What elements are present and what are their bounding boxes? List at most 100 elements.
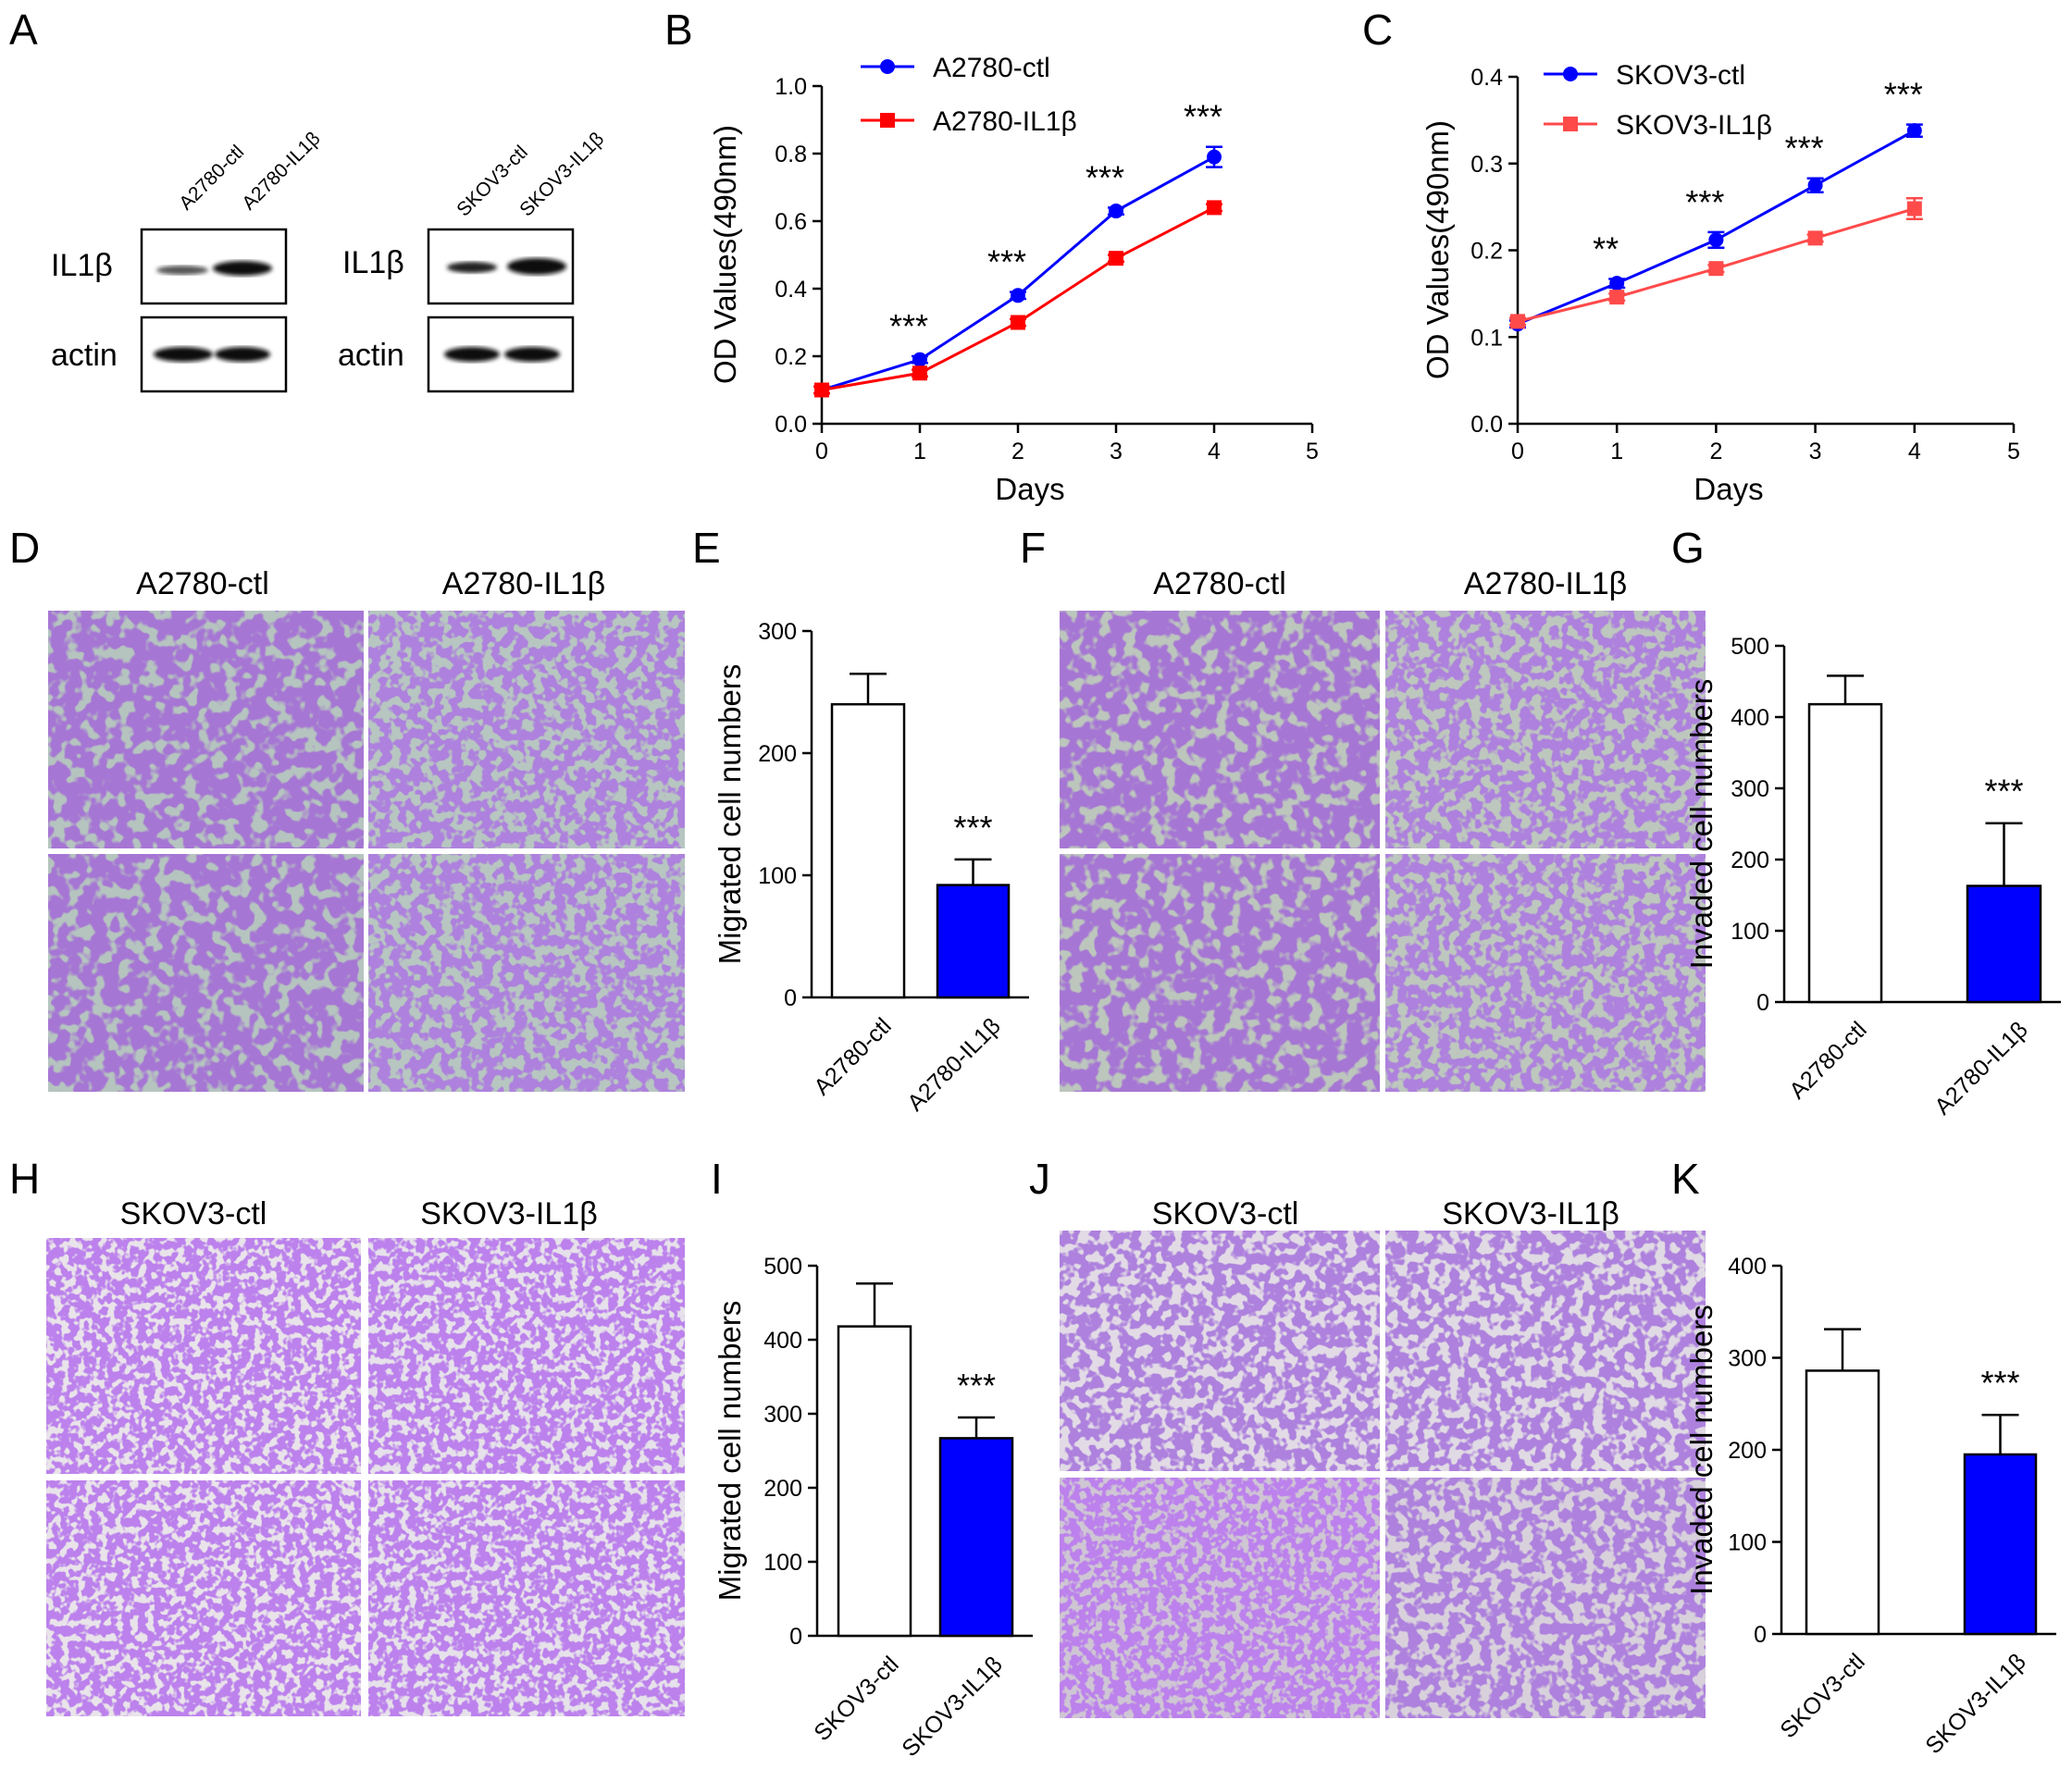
y-tick-label: 500 [1731, 634, 1769, 660]
y-tick-label: 200 [763, 1476, 802, 1502]
data-point [1708, 261, 1724, 277]
category-label: A2780-ctl [809, 1013, 896, 1100]
bar-ctl [1807, 702, 1883, 1004]
x-tick-label: 0 [815, 439, 828, 464]
bar-il1b [938, 1437, 1014, 1638]
panel-B-chart: B 0.0 0.2 0.4 0.6 0.8 1.0 0 1 2 3 4 5 Days OD Values(4… [664, 6, 1319, 506]
y-tick-label: 500 [763, 1254, 802, 1280]
significance-label: *** [889, 307, 928, 345]
significance-label: *** [1184, 98, 1222, 136]
stain [1060, 854, 1380, 1092]
y-axis-label: Migrated cell numbers [713, 1301, 747, 1602]
data-point [1109, 251, 1123, 266]
blot-skov3-row-actin: actin [338, 338, 404, 373]
stain [1385, 1231, 1706, 1471]
stain [368, 854, 685, 1092]
panel-C-chart: C 0.0 0.1 0.2 0.3 0.4 0 1 2 3 4 5 Days OD Values(490n… [1362, 6, 2020, 506]
y-tick-label: 300 [1731, 776, 1769, 802]
stain [1060, 1231, 1380, 1471]
data-point [1510, 314, 1525, 329]
stain [368, 1480, 685, 1716]
y-tick-label: 300 [763, 1402, 802, 1428]
panel-I-chart: I 0 100 200 300 400 500 Migrated cell numbers SK… [711, 1155, 1033, 1762]
x-tick-label: 3 [1110, 439, 1123, 464]
bar-ctl [837, 1325, 912, 1638]
panel-D-title-il1b: A2780-IL1β [442, 566, 605, 601]
stain [1385, 1478, 1706, 1718]
y-tick-label: 400 [1731, 705, 1769, 731]
panel-letter-A: A [9, 6, 38, 54]
data-point [1807, 230, 1823, 246]
legend-marker [1563, 117, 1578, 131]
y-tick-label: 0 [1756, 990, 1769, 1016]
x-tick-label: 4 [1208, 439, 1221, 464]
y-tick-label: 200 [1728, 1438, 1767, 1464]
legend-marker [1563, 67, 1578, 81]
panel-K-chart: K 0 100 200 300 400 Invaded cell numbers SKOV3-… [1671, 1155, 2056, 1759]
legend-label: SKOV3-IL1β [1616, 110, 1772, 141]
panel-D-micrographs [48, 611, 685, 1092]
panel-F-title-il1b: A2780-IL1β [1464, 566, 1627, 601]
panel-letter-I: I [711, 1155, 723, 1203]
y-tick-label: 0.2 [775, 344, 807, 370]
panel-H-micrographs [46, 1238, 685, 1716]
stain [1385, 611, 1706, 848]
significance-label: *** [1980, 1364, 2019, 1402]
stain [1060, 1478, 1380, 1718]
category-label: A2780-IL1β [902, 1013, 1006, 1117]
data-point [1906, 123, 1922, 139]
significance-label: ** [1593, 229, 1619, 267]
x-tick-label: 5 [1306, 439, 1319, 464]
blot-a2780-lane-il1b: A2780-IL1β [238, 128, 324, 214]
panel-letter-C: C [1362, 6, 1393, 54]
panel-D: D A2780-ctl A2780-IL1β [9, 524, 685, 1092]
band [504, 347, 560, 362]
category-label: SKOV3-ctl [809, 1652, 903, 1746]
significance-label: *** [953, 809, 992, 847]
panel-J: J SKOV3-ctl SKOV3-IL1β [1029, 1155, 1706, 1718]
blot-skov3: SKOV3-ctl SKOV3-IL1β IL1β actin [338, 129, 608, 393]
panel-F-micrographs [1060, 611, 1706, 1092]
legend-marker [880, 59, 895, 74]
band [215, 347, 270, 362]
bar-il1b [1963, 1453, 2038, 1636]
x-tick-label: 1 [1610, 439, 1623, 464]
data-point [1207, 149, 1222, 165]
y-tick-label: 100 [763, 1550, 802, 1576]
panel-letter-K: K [1671, 1155, 1700, 1203]
legend-label: A2780-ctl [933, 53, 1050, 83]
panel-A: A A2780-ctl A2780-IL1β IL1β actin SKOV3-… [9, 6, 608, 393]
significance-label: *** [1086, 158, 1124, 196]
y-axis-label: Migrated cell numbers [713, 664, 747, 965]
band [507, 258, 566, 275]
y-axis-label: Invaded cell numbers [1684, 679, 1718, 970]
panel-F: F A2780-ctl A2780-IL1β [1020, 524, 1706, 1092]
panel-letter-H: H [9, 1155, 40, 1203]
category-label: SKOV3-IL1β [1920, 1649, 2030, 1759]
bar-il1b [1966, 885, 2042, 1004]
significance-label: *** [987, 243, 1026, 281]
stain [1385, 854, 1706, 1092]
significance-label: *** [957, 1367, 996, 1405]
panel-letter-G: G [1671, 524, 1705, 572]
bar-ctl [1805, 1369, 1880, 1636]
y-tick-label: 0.3 [1470, 152, 1503, 178]
category-label: A2780-ctl [1784, 1017, 1871, 1104]
panel-H-title-ctl: SKOV3-ctl [120, 1196, 267, 1231]
panel-E-chart: E 0 100 200 300 Migrated cell numbers A2780-ct… [692, 524, 1029, 1116]
y-tick-label: 400 [1728, 1254, 1767, 1280]
band [447, 262, 497, 273]
blot-skov3-row-il1b: IL1β [342, 245, 404, 280]
y-tick-label: 0.4 [775, 277, 807, 303]
x-tick-label: 0 [1511, 439, 1524, 464]
legend-marker [880, 113, 895, 128]
blot-a2780-row-il1b: IL1β [51, 248, 113, 283]
blot-skov3-lane-il1b: SKOV3-IL1β [515, 129, 608, 221]
category-label: SKOV3-IL1β [897, 1652, 1007, 1762]
y-tick-label: 200 [1731, 848, 1769, 873]
y-tick-label: 300 [1728, 1346, 1767, 1372]
y-tick-label: 0.2 [1470, 239, 1503, 265]
category-label: SKOV3-ctl [1775, 1649, 1869, 1743]
y-tick-label: 100 [758, 863, 797, 889]
stain [1060, 611, 1380, 848]
